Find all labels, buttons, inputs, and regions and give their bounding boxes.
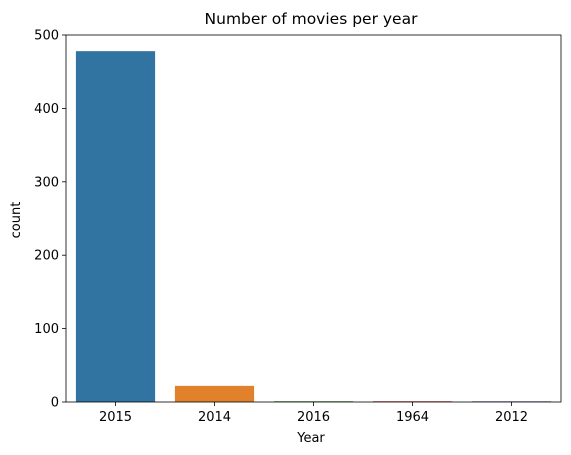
y-axis-title: count	[9, 202, 24, 239]
bar-2014	[174, 385, 255, 402]
x-tick-label: 2016	[297, 410, 330, 425]
x-axis-title: Year	[296, 431, 325, 446]
x-tick-label: 2012	[495, 410, 528, 425]
y-tick-label: 100	[34, 322, 59, 337]
chart-title: Number of movies per year	[205, 10, 419, 28]
y-tick-label: 300	[34, 175, 59, 190]
bars-layer	[75, 51, 552, 403]
y-tick-label: 0	[51, 396, 59, 411]
y-tick-label: 500	[34, 29, 59, 44]
axes-layer: 0 100 200 300 400 500 2015 2014 2016 1964 2012	[34, 29, 562, 425]
bar-2015	[75, 51, 156, 403]
y-tick-label: 200	[34, 249, 59, 264]
x-tick-label: 1964	[396, 410, 429, 425]
x-tick-label: 2015	[99, 410, 132, 425]
y-tick-label: 400	[34, 102, 59, 117]
x-tick-label: 2014	[198, 410, 231, 425]
